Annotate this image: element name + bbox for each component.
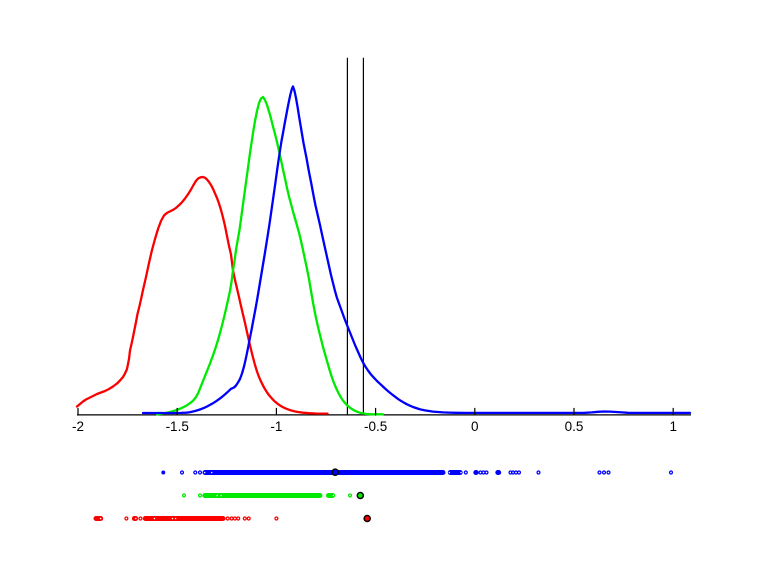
svg-text:1: 1 (669, 419, 677, 434)
svg-text:0: 0 (471, 419, 479, 434)
svg-text:0.5: 0.5 (565, 419, 584, 434)
svg-text:-1: -1 (270, 419, 282, 434)
svg-text:-1.5: -1.5 (166, 419, 189, 434)
svg-text:-0.5: -0.5 (364, 419, 387, 434)
svg-text:-2: -2 (72, 419, 84, 434)
